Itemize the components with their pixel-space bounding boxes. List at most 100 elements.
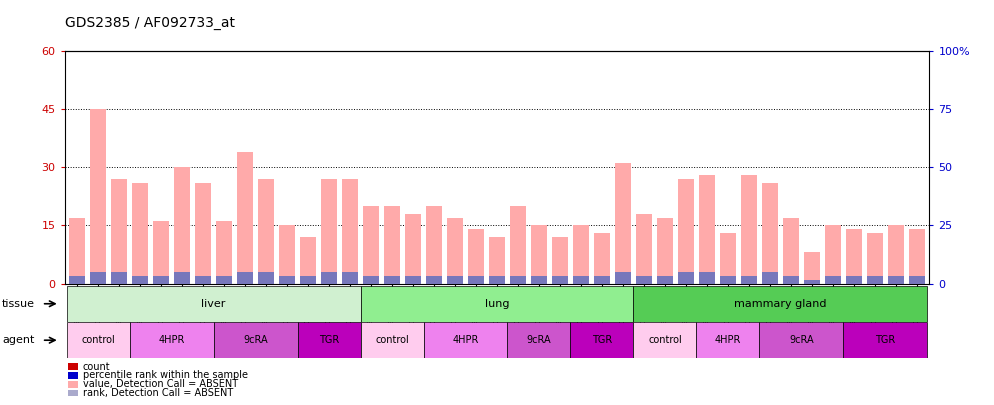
- Bar: [574, 276, 588, 283]
- Bar: [531, 276, 547, 283]
- Bar: [468, 276, 484, 283]
- Text: TGR: TGR: [591, 335, 612, 345]
- Bar: [697, 322, 759, 358]
- Bar: [699, 272, 715, 283]
- Bar: [510, 206, 526, 284]
- Text: agent: agent: [2, 335, 35, 345]
- Bar: [111, 179, 127, 284]
- Bar: [214, 322, 297, 358]
- Bar: [363, 206, 379, 284]
- Bar: [238, 151, 253, 284]
- Bar: [406, 214, 420, 284]
- Bar: [741, 276, 756, 283]
- Bar: [132, 276, 148, 283]
- Bar: [552, 237, 568, 284]
- Bar: [342, 272, 358, 283]
- Bar: [279, 225, 295, 284]
- Bar: [174, 272, 190, 283]
- Bar: [129, 322, 214, 358]
- Bar: [615, 272, 631, 283]
- Text: 9cRA: 9cRA: [789, 335, 814, 345]
- Bar: [888, 276, 904, 283]
- Bar: [825, 276, 841, 283]
- Bar: [361, 322, 423, 358]
- Bar: [846, 276, 862, 283]
- Bar: [867, 276, 883, 283]
- Bar: [594, 233, 610, 284]
- Bar: [552, 276, 568, 283]
- Bar: [510, 276, 526, 283]
- Text: TGR: TGR: [319, 335, 339, 345]
- Bar: [720, 276, 736, 283]
- Bar: [153, 276, 169, 283]
- Text: 9cRA: 9cRA: [527, 335, 552, 345]
- Bar: [132, 183, 148, 284]
- Bar: [594, 276, 610, 283]
- Text: 4HPR: 4HPR: [715, 335, 742, 345]
- Bar: [508, 322, 571, 358]
- Text: control: control: [82, 335, 115, 345]
- Bar: [90, 109, 106, 284]
- Bar: [406, 276, 420, 283]
- Text: tissue: tissue: [2, 299, 35, 309]
- Bar: [217, 276, 232, 283]
- Bar: [321, 179, 337, 284]
- Bar: [321, 272, 337, 283]
- Bar: [67, 286, 361, 322]
- Bar: [153, 222, 169, 284]
- Bar: [258, 179, 274, 284]
- Bar: [384, 206, 400, 284]
- Text: liver: liver: [202, 299, 226, 309]
- Bar: [279, 276, 295, 283]
- Text: rank, Detection Call = ABSENT: rank, Detection Call = ABSENT: [83, 388, 233, 398]
- Bar: [636, 276, 652, 283]
- Bar: [657, 276, 673, 283]
- Bar: [633, 286, 927, 322]
- Bar: [678, 272, 694, 283]
- Text: TGR: TGR: [875, 335, 896, 345]
- Bar: [489, 237, 505, 284]
- Bar: [783, 276, 799, 283]
- Bar: [300, 276, 316, 283]
- Bar: [720, 233, 736, 284]
- Bar: [804, 279, 820, 284]
- Bar: [423, 322, 508, 358]
- Bar: [90, 272, 106, 283]
- Bar: [843, 322, 927, 358]
- Bar: [70, 217, 85, 284]
- Text: mammary gland: mammary gland: [735, 299, 827, 309]
- Text: GDS2385 / AF092733_at: GDS2385 / AF092733_at: [65, 16, 235, 30]
- Bar: [447, 217, 463, 284]
- Bar: [363, 276, 379, 283]
- Bar: [361, 286, 633, 322]
- Bar: [574, 225, 588, 284]
- Text: 9cRA: 9cRA: [244, 335, 268, 345]
- Bar: [300, 237, 316, 284]
- Bar: [195, 276, 211, 283]
- Text: percentile rank within the sample: percentile rank within the sample: [83, 371, 248, 380]
- Bar: [238, 272, 253, 283]
- Bar: [426, 206, 442, 284]
- Bar: [615, 163, 631, 284]
- Bar: [699, 175, 715, 284]
- Bar: [909, 229, 924, 284]
- Bar: [846, 229, 862, 284]
- Bar: [217, 222, 232, 284]
- Bar: [426, 276, 442, 283]
- Bar: [867, 233, 883, 284]
- Bar: [70, 276, 85, 283]
- Bar: [762, 272, 777, 283]
- Bar: [297, 322, 361, 358]
- Bar: [111, 272, 127, 283]
- Bar: [762, 183, 777, 284]
- Bar: [447, 276, 463, 283]
- Text: control: control: [375, 335, 409, 345]
- Bar: [571, 322, 633, 358]
- Text: count: count: [83, 362, 110, 371]
- Bar: [468, 229, 484, 284]
- Text: value, Detection Call = ABSENT: value, Detection Call = ABSENT: [83, 379, 238, 389]
- Bar: [342, 179, 358, 284]
- Text: control: control: [648, 335, 682, 345]
- Bar: [633, 322, 697, 358]
- Bar: [531, 225, 547, 284]
